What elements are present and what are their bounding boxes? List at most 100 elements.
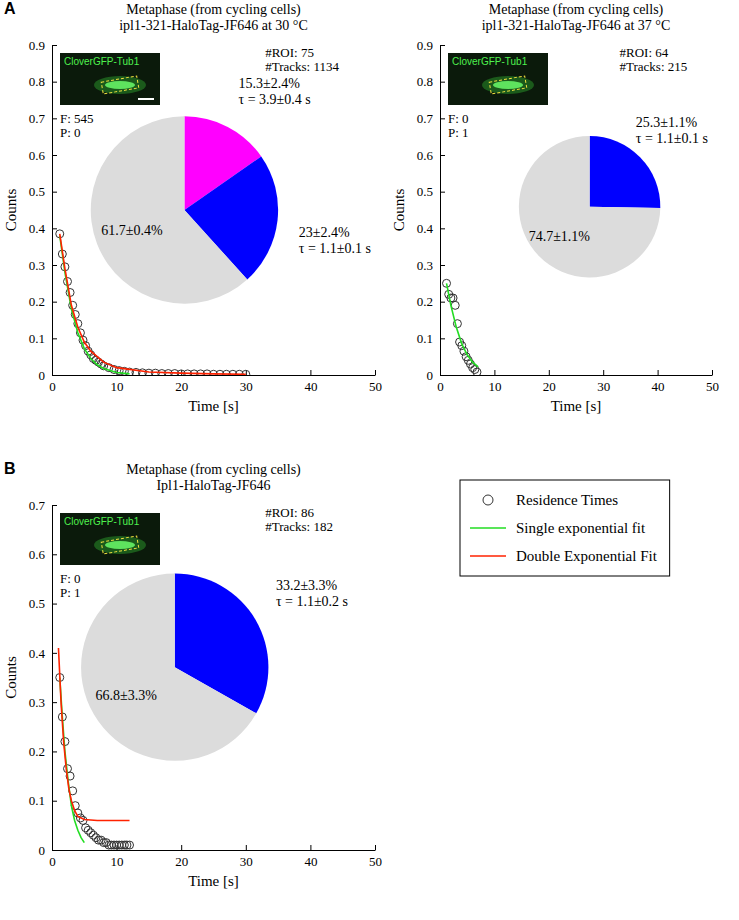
pie-label-group: 15.3±2.4%τ = 3.9±0.4 s <box>239 76 311 107</box>
inset-image: CloverGFP-Tub1 <box>448 53 548 105</box>
y-axis-tick: 0.1 <box>29 793 57 808</box>
tick-label: 0.8 <box>29 74 45 89</box>
inset-image: CloverGFP-Tub1 <box>60 53 160 105</box>
x-axis-tick: 50 <box>369 845 382 869</box>
x-axis-line <box>441 375 713 376</box>
pie-label-group: 23±2.4%τ = 1.1±0.1 s <box>299 225 371 256</box>
pie-tau-label: τ = 1.1±0.2 s <box>276 594 348 609</box>
tick-mark <box>440 228 445 229</box>
roi-count: #ROI: 86 <box>265 505 314 520</box>
legend-symbol <box>483 495 493 505</box>
x-axis-tick: 30 <box>597 370 610 394</box>
legend-label: Residence Times <box>516 492 618 508</box>
panel-letter: A <box>4 0 16 17</box>
tick-mark <box>310 370 311 375</box>
tick-label: 0.3 <box>29 695 45 710</box>
tick-mark <box>52 375 57 376</box>
y-axis-tick: 0.2 <box>29 744 57 759</box>
tick-mark <box>52 554 57 555</box>
y-axis-tick: 0.6 <box>29 148 57 163</box>
pie <box>91 116 278 303</box>
y-axis-tick: 0 <box>39 368 58 383</box>
x-axis-tick: 10 <box>488 370 501 394</box>
tick-label: 0.3 <box>417 258 433 273</box>
fit-count: F: 545 <box>60 111 94 126</box>
tick-mark <box>52 118 57 119</box>
tick-mark <box>658 370 659 375</box>
y-axis-tick: 0 <box>39 843 58 858</box>
inset-spindle <box>105 541 135 549</box>
x-axis-tick: 30 <box>240 845 253 869</box>
fit-count: P: 1 <box>60 585 81 600</box>
tick-label: 0.7 <box>417 111 434 126</box>
y-axis-tick: 0.5 <box>417 184 445 199</box>
y-axis-tick: 0.8 <box>417 74 445 89</box>
tick-mark <box>549 370 550 375</box>
tick-label: 0.2 <box>29 294 45 309</box>
pie <box>81 573 268 760</box>
y-axis-tick: 0.7 <box>417 111 445 126</box>
inset-background <box>448 53 548 105</box>
tick-mark <box>440 375 445 376</box>
tick-label: 10 <box>111 379 124 394</box>
roi-count: #ROI: 75 <box>265 45 314 60</box>
tick-mark <box>52 302 57 303</box>
pie-tau-label: τ = 1.1±0.1 s <box>299 241 371 256</box>
tick-mark <box>375 370 376 375</box>
y-axis: 00.10.20.30.40.50.60.70.80.9 <box>29 38 57 383</box>
pie-label: 25.3±1.1% <box>636 115 698 130</box>
x-axis-line <box>53 850 376 851</box>
legend: Residence TimesSingle exponential fitDou… <box>460 480 670 576</box>
y-axis-tick: 0.9 <box>417 38 445 53</box>
y-axis-title: Counts <box>3 656 19 699</box>
tick-label: 0.1 <box>29 331 45 346</box>
tick-mark <box>52 155 57 156</box>
fit-count: P: 1 <box>448 125 469 140</box>
y-axis-tick: 0.6 <box>417 148 445 163</box>
pie-label: 74.7±1.1% <box>529 229 591 244</box>
tick-mark <box>52 801 57 802</box>
fit-count: F: 0 <box>60 571 81 586</box>
inset-label: CloverGFP-Tub1 <box>452 56 528 67</box>
inset-label: CloverGFP-Tub1 <box>64 516 140 527</box>
panel: Metaphase (from cycling cells)ipl1-321-H… <box>391 2 719 414</box>
pie-label: 23±2.4% <box>299 225 350 240</box>
tick-label: 30 <box>240 379 253 394</box>
x-axis: 01020304050 <box>437 370 719 394</box>
y-axis-tick: 0.2 <box>29 294 57 309</box>
pie-slice <box>590 136 661 208</box>
track-count: #Tracks: 1134 <box>265 59 339 74</box>
tick-mark <box>52 604 57 605</box>
inset-background <box>60 513 160 565</box>
tick-mark <box>52 192 57 193</box>
y-axis: 00.10.20.30.40.50.60.70.80.9 <box>417 38 445 383</box>
x-axis-tick: 50 <box>369 370 382 394</box>
pie-tau-label: τ = 3.9±0.4 s <box>239 92 311 107</box>
y-axis-line <box>52 506 53 851</box>
tick-label: 0.7 <box>29 111 46 126</box>
tick-mark <box>310 845 311 850</box>
pie-label-group: 25.3±1.1%τ = 1.1±0.1 s <box>636 115 708 146</box>
pie-tau-label: τ = 1.1±0.1 s <box>636 131 708 146</box>
pie-label: 66.8±3.3% <box>96 688 158 703</box>
y-axis-tick: 0.8 <box>29 74 57 89</box>
data-point <box>473 368 481 375</box>
y-axis-tick: 0.4 <box>417 221 445 236</box>
tick-mark <box>440 192 445 193</box>
x-axis-line <box>53 375 376 376</box>
pie-label: 33.2±3.3% <box>276 578 338 593</box>
tick-label: 40 <box>304 854 317 869</box>
track-count: #Tracks: 215 <box>620 59 688 74</box>
inset-roi <box>489 76 527 94</box>
tick-label: 0.9 <box>417 38 433 53</box>
tick-mark <box>52 653 57 654</box>
y-axis-line <box>440 46 441 376</box>
fit-line <box>447 283 479 367</box>
tick-mark <box>52 751 57 752</box>
tick-label: 0.4 <box>29 646 46 661</box>
tick-label: 0.6 <box>417 148 434 163</box>
tick-mark <box>52 505 57 506</box>
tick-label: 10 <box>488 379 501 394</box>
inset-image: CloverGFP-Tub1 <box>60 513 160 565</box>
tick-mark <box>52 228 57 229</box>
